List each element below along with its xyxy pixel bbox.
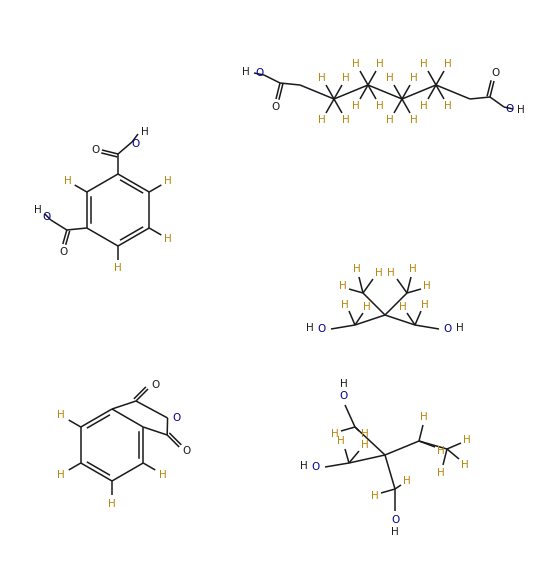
Text: H: H [341,300,349,310]
Text: H: H [456,323,464,333]
Text: H: H [463,435,471,445]
Text: H: H [57,411,65,420]
Text: H: H [361,440,369,450]
Text: H: H [461,460,469,470]
Text: O: O [318,324,326,334]
Text: H: H [423,281,431,291]
Text: O: O [60,247,68,257]
Text: H: H [34,205,42,215]
Text: H: H [165,176,172,186]
Text: O: O [182,446,190,456]
Text: H: H [444,59,452,69]
Text: H: H [242,67,250,77]
Text: O: O [91,145,99,155]
Text: H: H [376,59,384,69]
Text: H: H [420,412,428,422]
Text: H: H [403,476,411,486]
Text: H: H [353,264,361,274]
Text: H: H [318,73,326,83]
Text: H: H [363,302,371,312]
Text: H: H [409,264,417,274]
Text: H: H [437,446,445,456]
Text: H: H [342,115,350,125]
Text: H: H [420,101,428,111]
Text: H: H [371,491,379,501]
Text: O: O [340,391,348,401]
Text: H: H [339,281,347,291]
Text: O: O [131,139,139,149]
Text: O: O [492,68,500,78]
Text: H: H [437,468,445,478]
Text: O: O [43,212,51,222]
Text: H: H [300,461,308,471]
Text: H: H [391,527,399,537]
Text: O: O [391,515,399,525]
Text: H: H [331,429,339,439]
Text: O: O [271,102,279,112]
Text: H: H [318,115,326,125]
Text: H: H [376,101,384,111]
Text: H: H [342,73,350,83]
Text: H: H [420,59,428,69]
Text: O: O [444,324,452,334]
Text: H: H [306,323,314,333]
Text: H: H [141,127,149,137]
Text: H: H [159,470,167,479]
Text: H: H [352,59,360,69]
Text: H: H [361,429,369,439]
Text: O: O [172,413,181,423]
Text: H: H [375,268,383,278]
Text: H: H [517,105,525,115]
Text: H: H [340,379,348,389]
Text: H: H [387,268,395,278]
Text: H: H [386,115,394,125]
Text: H: H [410,73,418,83]
Text: H: H [114,263,122,273]
Text: H: H [165,234,172,244]
Text: H: H [386,73,394,83]
Text: H: H [444,101,452,111]
Text: O: O [312,462,320,472]
Text: H: H [399,302,407,312]
Text: O: O [255,68,263,78]
Text: H: H [421,300,429,310]
Text: O: O [151,380,159,390]
Text: H: H [410,115,418,125]
Text: H: H [64,176,71,186]
Text: H: H [337,436,345,446]
Text: H: H [57,470,65,479]
Text: O: O [505,104,513,114]
Text: H: H [108,499,116,509]
Text: H: H [352,101,360,111]
